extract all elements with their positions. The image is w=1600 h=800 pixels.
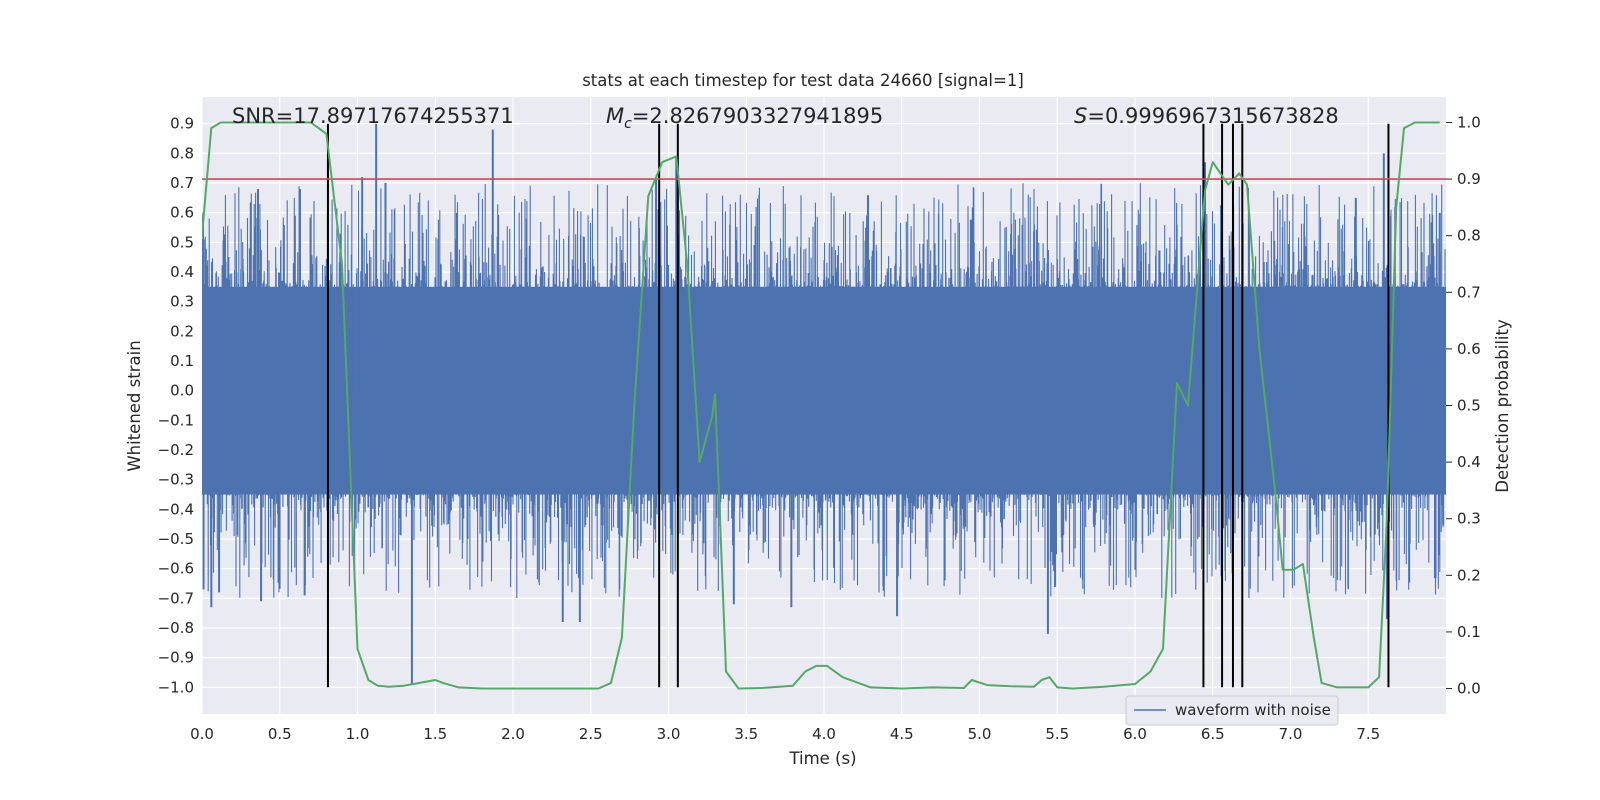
x-tick-label: 1.5 xyxy=(423,725,447,743)
mc-subscript: c xyxy=(624,116,632,132)
legend: waveform with noise xyxy=(1125,695,1339,726)
y-tick-label: 0.2 xyxy=(170,322,194,340)
y-tick-label: 0.5 xyxy=(170,233,194,251)
x-tick-label: 3.0 xyxy=(657,725,681,743)
y-right-tick-label: 0.8 xyxy=(1457,227,1481,245)
waveform-series xyxy=(202,123,1446,685)
x-tick-label: 5.0 xyxy=(968,725,992,743)
x-tick-label: 6.5 xyxy=(1201,725,1225,743)
y-tick-label: 0.3 xyxy=(170,293,194,311)
y-right-tick-label: 0.1 xyxy=(1457,623,1481,641)
y-tick-label: −0.1 xyxy=(158,411,194,429)
x-tick-label: 0.0 xyxy=(190,725,214,743)
y-right-tick-label: 1.0 xyxy=(1457,113,1481,131)
x-tick-label: 6.0 xyxy=(1123,725,1147,743)
event-lines xyxy=(326,123,1390,688)
x-tick-label: 4.0 xyxy=(812,725,836,743)
y-right-tick-label: 0.5 xyxy=(1457,397,1481,415)
x-tick-label: 2.5 xyxy=(579,725,603,743)
y-tick-label: −0.6 xyxy=(158,560,194,578)
y-tick-label: 0.9 xyxy=(170,115,194,133)
x-tick-label: 1.0 xyxy=(346,725,370,743)
legend-box xyxy=(1125,695,1339,726)
s-symbol: S xyxy=(1074,104,1087,128)
waveform-noise xyxy=(202,183,1446,598)
y-tick-label: 0.6 xyxy=(170,204,194,222)
tick-labels: 0.0 0.5 1.0 1.5 2.0 2.5 3.0 3.5 4.0 4.5 5.0 5.5 6.0 6… xyxy=(158,113,1481,743)
x-tick-label: 2.0 xyxy=(501,725,525,743)
y-tick-label: −1.0 xyxy=(158,678,194,696)
chirp-mass-annotation: Mc=2.8267903327941895 xyxy=(606,104,883,132)
chart-title: stats at each timestep for test data 246… xyxy=(582,71,1024,90)
y-right-tick-label: 0.0 xyxy=(1457,680,1481,698)
probability-series xyxy=(202,121,1440,690)
y-right-tick-label: 0.3 xyxy=(1457,510,1481,528)
y-right-tick-label: 0.9 xyxy=(1457,170,1481,188)
x-tick-label: 7.0 xyxy=(1279,725,1303,743)
y-tick-label: 0.8 xyxy=(170,144,194,162)
y-tick-label: −0.3 xyxy=(158,471,194,489)
y-right-tick-label: 0.2 xyxy=(1457,566,1481,584)
y-tick-label: −0.8 xyxy=(158,619,194,637)
y-tick-label: 0.4 xyxy=(170,263,194,281)
y-tick-label: −0.9 xyxy=(158,649,194,667)
y-axis-right-label: Detection probability xyxy=(1493,319,1512,493)
y-tick-label: −0.2 xyxy=(158,441,194,459)
x-tick-label: 4.5 xyxy=(890,725,914,743)
y-axis-label: Whitened strain xyxy=(125,340,144,471)
x-tick-label: 7.5 xyxy=(1356,725,1380,743)
y-right-tick-label: 0.7 xyxy=(1457,283,1481,301)
y-tick-label: 0.0 xyxy=(170,382,194,400)
y-tick-label: 0.1 xyxy=(170,352,194,370)
plot-content xyxy=(202,121,1446,690)
y-tick-label: −0.4 xyxy=(158,500,194,518)
y-right-tick-label: 0.6 xyxy=(1457,340,1481,358)
x-tick-label: 3.5 xyxy=(734,725,758,743)
x-tick-label: 5.5 xyxy=(1045,725,1069,743)
y-tick-label: −0.7 xyxy=(158,589,194,607)
x-axis-label: Time (s) xyxy=(788,749,856,768)
y-right-tick-label: 0.4 xyxy=(1457,453,1481,471)
x-tick-label: 0.5 xyxy=(268,725,292,743)
y-tick-label: 0.7 xyxy=(170,174,194,192)
s-value: =0.9996967315673828 xyxy=(1087,104,1338,128)
mc-symbol: M xyxy=(606,104,624,128)
y-tick-label: −0.5 xyxy=(158,530,194,548)
mc-value: =2.8267903327941895 xyxy=(632,104,883,128)
s-annotation: S=0.9996967315673828 xyxy=(1074,104,1339,128)
legend-label: waveform with noise xyxy=(1175,701,1331,719)
snr-annotation: SNR=17.89717674255371 xyxy=(232,104,514,128)
